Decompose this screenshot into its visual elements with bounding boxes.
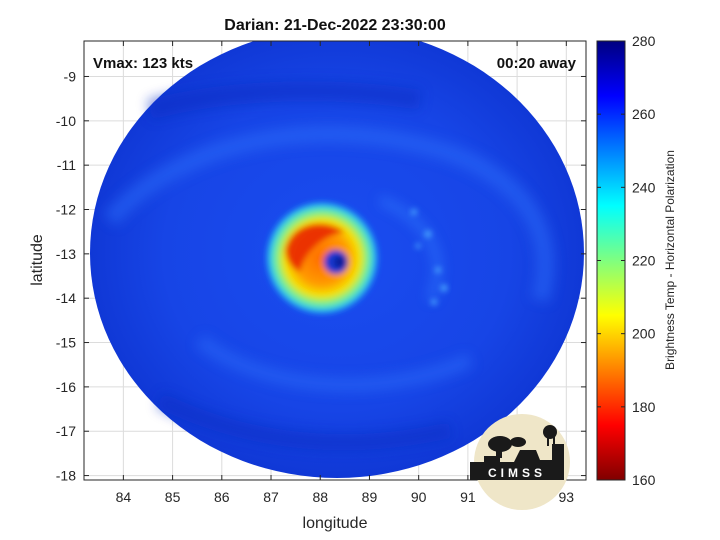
chart-title: Darian: 21-Dec-2022 23:30:00	[224, 17, 446, 34]
colorbar-ticks: 280 260 240 220 200 180 160	[597, 33, 656, 488]
time-away-annotation: 00:20 away	[497, 55, 577, 72]
x-tick-label: 84	[116, 489, 132, 505]
cimss-logo: CIMSS	[470, 414, 570, 510]
plot-frame	[83, 40, 587, 481]
eyewall	[264, 200, 380, 316]
y-axis: -9 -10 -11 -12 -13 -14 -15 -16 -17 -18	[56, 68, 586, 484]
colorbar-tick-label: 240	[632, 179, 656, 195]
logo-text: CIMSS	[488, 466, 546, 480]
y-tick-label: -18	[56, 468, 76, 484]
x-tick-label: 89	[362, 489, 378, 505]
y-tick-label: -16	[56, 379, 76, 395]
brightness-temp-swath	[90, 41, 584, 478]
colorbar-tick-label: 280	[632, 33, 656, 49]
y-tick-label: -9	[64, 68, 77, 84]
colorbar	[596, 40, 626, 481]
y-tick-label: -13	[56, 246, 76, 262]
y-tick-label: -15	[56, 335, 76, 351]
x-tick-label: 91	[460, 489, 476, 505]
x-tick-label: 93	[559, 489, 575, 505]
y-tick-label: -14	[56, 290, 76, 306]
y-tick-label: -17	[56, 423, 76, 439]
colorbar-tick-label: 220	[632, 253, 656, 269]
y-tick-label: -11	[57, 157, 76, 173]
vmax-annotation: Vmax: 123 kts	[93, 55, 193, 72]
x-tick-label: 86	[214, 489, 230, 505]
x-tick-label: 90	[411, 489, 427, 505]
y-axis-label: latitude	[29, 234, 46, 286]
colorbar-tick-label: 200	[632, 326, 656, 342]
x-axis-label: longitude	[303, 515, 368, 532]
x-tick-label: 88	[312, 489, 328, 505]
colorbar-tick-label: 180	[632, 399, 656, 415]
y-tick-label: -10	[56, 113, 76, 129]
x-tick-label: 87	[263, 489, 279, 505]
x-tick-label: 85	[165, 489, 181, 505]
colorbar-label: Brightness Temp - Horizontal Polarizatio…	[663, 150, 677, 370]
colorbar-tick-label: 260	[632, 106, 656, 122]
colorbar-tick-label: 160	[632, 472, 656, 488]
y-tick-label: -12	[56, 202, 76, 218]
